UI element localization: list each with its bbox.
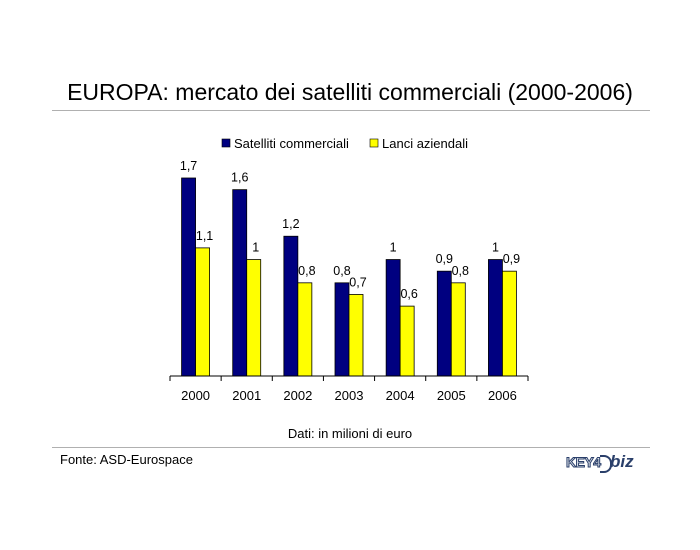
data-label: 0,8	[452, 264, 469, 278]
logo-text-biz: biz	[610, 452, 634, 471]
legend-swatch	[221, 138, 231, 148]
x-tick-label: 2003	[335, 388, 364, 403]
legend-label: Lanci aziendali	[382, 136, 468, 151]
bar-satelliti	[232, 189, 248, 377]
x-tick-label: 2006	[488, 388, 517, 403]
legend-swatch	[369, 138, 379, 148]
units-note: Dati: in milioni di euro	[287, 426, 413, 441]
bar-satelliti	[334, 282, 350, 377]
x-axis: 2000 2001 2002 2003 2004 2005 2006	[169, 375, 529, 403]
bar-satelliti	[283, 235, 299, 377]
title-divider	[52, 110, 650, 111]
bar-lanci	[246, 259, 262, 377]
data-label: 0,6	[400, 287, 417, 301]
bar-lanci	[348, 294, 364, 377]
data-label: 0,9	[436, 252, 453, 266]
data-label: 0,8	[333, 264, 350, 278]
data-label: 1,6	[231, 171, 248, 185]
data-labels: 1,71,11,611,20,8 0,80,710,60,90,810,9	[180, 159, 520, 301]
key4biz-logo: KEY4 biz	[566, 452, 642, 474]
x-tick-label: 2002	[283, 388, 312, 403]
source-note: Fonte: ASD-Eurospace	[60, 452, 193, 467]
data-label: 0,9	[503, 252, 520, 266]
bars	[181, 177, 517, 377]
x-tick-label: 2004	[386, 388, 415, 403]
x-tick-label: 2005	[437, 388, 466, 403]
bar-lanci	[502, 270, 517, 377]
chart-title: EUROPA: mercato dei satelliti commercial…	[67, 79, 633, 105]
data-label: 0,7	[349, 275, 366, 289]
logo-text-key: KEY4	[566, 454, 602, 471]
x-tick-label: 2001	[232, 388, 261, 403]
bar-chart: Satelliti commerciali Lanci aziendali 1,7…	[169, 136, 529, 403]
bar-lanci	[450, 282, 466, 377]
logo-swoosh-icon	[600, 455, 612, 473]
x-tick-label: 2000	[181, 388, 210, 403]
bar-lanci	[399, 305, 415, 377]
data-label: 1	[492, 241, 499, 255]
legend: Satelliti commerciali Lanci aziendali	[221, 136, 468, 151]
footer-divider	[52, 447, 650, 448]
bar-satelliti	[181, 177, 196, 377]
data-label: 1,1	[196, 229, 213, 243]
bar-satelliti	[385, 259, 401, 377]
bar-lanci	[297, 282, 313, 377]
bar-satelliti	[488, 259, 503, 377]
legend-label: Satelliti commerciali	[234, 136, 349, 151]
data-label: 1	[252, 241, 259, 255]
data-label: 1,2	[282, 217, 299, 231]
bar-satelliti	[436, 270, 452, 377]
bar-lanci	[195, 247, 210, 377]
data-label: 1,7	[180, 159, 197, 173]
data-label: 1	[390, 241, 397, 255]
data-label: 0,8	[298, 264, 315, 278]
